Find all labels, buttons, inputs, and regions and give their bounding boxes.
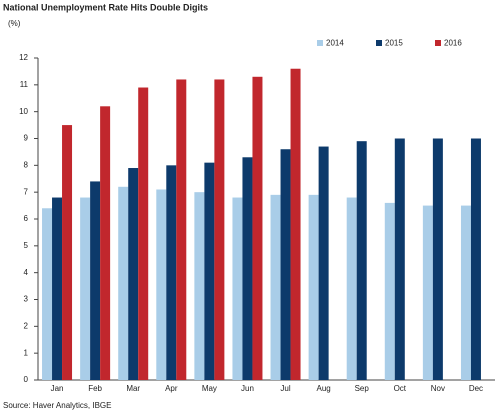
x-tick-label: Oct [394, 384, 407, 393]
bar [280, 149, 291, 380]
bar [176, 79, 187, 380]
x-tick-label: Sep [355, 384, 370, 393]
bar [308, 194, 319, 380]
bar [384, 202, 395, 380]
y-tick-label: 0 [24, 375, 29, 384]
legend-label: 2015 [385, 39, 403, 48]
bar [346, 197, 357, 380]
x-tick-label: Aug [317, 384, 331, 393]
bar [214, 79, 225, 380]
legend-label: 2014 [326, 39, 344, 48]
x-tick-label: Mar [126, 384, 140, 393]
y-tick-label: 5 [24, 241, 29, 250]
y-tick-label: 1 [24, 348, 29, 357]
legend-label: 2016 [444, 39, 462, 48]
x-tick-label: May [202, 384, 217, 393]
bar [252, 76, 263, 381]
x-tick-label: Feb [88, 384, 102, 393]
bar [394, 138, 405, 380]
x-tick-label: Nov [431, 384, 445, 393]
bar [270, 194, 281, 380]
y-tick-label: 4 [24, 268, 29, 277]
bar [318, 146, 329, 380]
y-tick-label: 2 [24, 321, 29, 330]
y-axis-unit: (%) [8, 19, 21, 28]
bar [422, 205, 433, 380]
bar [204, 162, 215, 380]
bar [242, 157, 253, 380]
y-tick-label: 12 [19, 53, 28, 62]
bar [356, 141, 367, 380]
bar [290, 68, 301, 380]
bar [62, 125, 73, 380]
bar [232, 197, 243, 380]
bar [138, 87, 149, 381]
y-tick-label: 9 [24, 134, 29, 143]
bar [432, 138, 443, 380]
x-tick-label: Jul [280, 384, 290, 393]
bar [470, 138, 481, 380]
y-tick-label: 6 [24, 214, 29, 223]
bar [90, 181, 101, 380]
bar [100, 106, 111, 381]
x-tick-label: Jun [241, 384, 254, 393]
bar [194, 192, 205, 380]
bar [118, 186, 129, 380]
y-tick-label: 10 [19, 107, 28, 116]
bar [42, 208, 53, 380]
y-tick-label: 8 [24, 160, 29, 169]
x-tick-label: Jan [51, 384, 64, 393]
legend-swatch [376, 40, 382, 46]
chart-title: National Unemployment Rate Hits Double D… [3, 2, 208, 12]
bar [156, 189, 167, 380]
x-tick-label: Dec [469, 384, 483, 393]
bar [460, 205, 471, 380]
bar [128, 168, 139, 380]
bar [52, 197, 63, 380]
source-note: Source: Haver Analytics, IBGE [3, 401, 112, 410]
y-tick-label: 11 [20, 80, 29, 89]
bar [80, 197, 91, 380]
bar [166, 165, 177, 380]
x-tick-label: Apr [165, 384, 178, 393]
legend-swatch [435, 40, 441, 46]
legend-swatch [317, 40, 323, 46]
y-tick-label: 3 [24, 295, 29, 304]
y-tick-label: 7 [24, 187, 29, 196]
